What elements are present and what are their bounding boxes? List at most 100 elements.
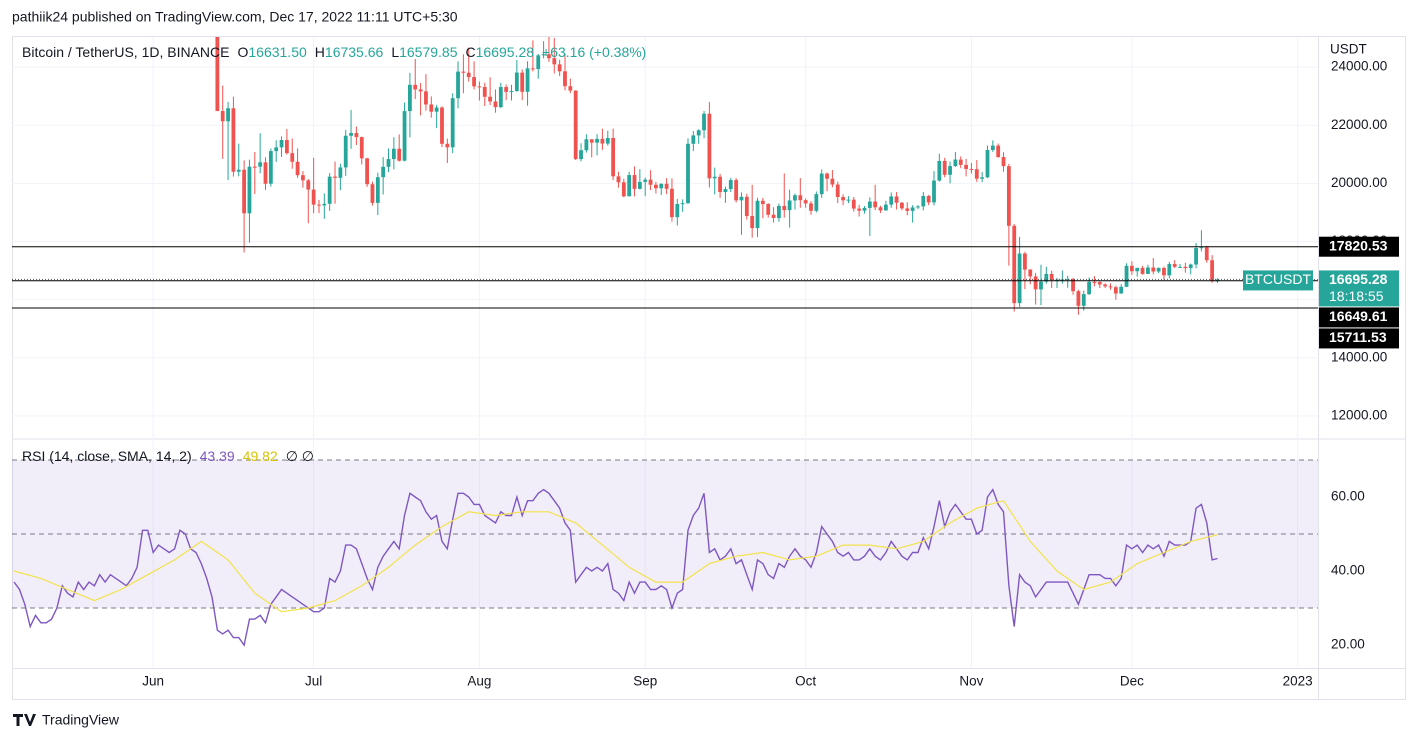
candle-body [964, 164, 968, 169]
candle-body [686, 143, 690, 204]
candle-body [568, 86, 573, 91]
candle-body [648, 179, 653, 185]
sma-value: 49.82 [243, 448, 278, 464]
candle-body [996, 145, 1001, 158]
countdown: 18:18:55 [1329, 288, 1384, 304]
candle-body [1129, 265, 1134, 272]
price-line-label: 15711.53 [1329, 329, 1387, 345]
candle-body [557, 64, 562, 72]
candle-body [744, 196, 749, 217]
candle-body [391, 148, 396, 160]
candle-body [916, 206, 920, 208]
candle-body [349, 133, 353, 136]
candle-body [707, 113, 712, 179]
candle-body [1167, 264, 1172, 276]
rsi-extra: ∅ ∅ [286, 448, 314, 464]
candle-body [579, 150, 583, 160]
candle-body [407, 84, 412, 112]
candle-body [846, 199, 851, 201]
candle-body [712, 176, 717, 179]
candle-body [760, 200, 765, 205]
candle-body [263, 162, 268, 184]
candle-body [670, 188, 674, 218]
symbol-box [1243, 270, 1313, 291]
candle-body [718, 176, 722, 193]
legend-key: H [315, 44, 325, 60]
candle-body [327, 176, 332, 204]
candle-body [306, 180, 311, 190]
candle-body [696, 130, 701, 136]
candle-body [680, 203, 685, 205]
candle-body [889, 196, 894, 205]
candle-body [803, 200, 808, 204]
candle-body [1006, 166, 1011, 226]
candle-body [654, 184, 658, 189]
candle-body [1151, 267, 1156, 272]
candle-body [397, 148, 402, 161]
candle-body [1204, 247, 1209, 261]
candle-body [375, 177, 380, 203]
legend-key: L [391, 44, 399, 60]
candle-body [236, 169, 241, 172]
candle-body [311, 189, 316, 205]
candle-body [424, 91, 428, 105]
candle-body [766, 204, 771, 215]
candle-body [937, 160, 942, 181]
candle-body [1124, 265, 1129, 287]
candle-body [632, 175, 637, 189]
candle-body [482, 87, 487, 97]
candle-body [691, 135, 696, 144]
candle-body [1140, 267, 1145, 274]
candle-body [1023, 253, 1027, 270]
candle-body [279, 140, 284, 148]
candle-body [921, 195, 926, 207]
candle-body [958, 159, 963, 165]
candle-body [589, 139, 594, 143]
x-tick-label: Jun [142, 674, 164, 689]
price-line-box [1319, 328, 1399, 349]
candle-body [793, 195, 797, 201]
candle-body [873, 201, 878, 208]
candle-body [1210, 260, 1215, 282]
symbol: Bitcoin / TetherUS, 1D, BINANCE [22, 44, 229, 60]
candle-body [910, 207, 915, 211]
candle-body [948, 166, 952, 175]
candle-body [450, 98, 455, 148]
candle-body [616, 176, 621, 183]
candle-body [274, 147, 279, 152]
candle-body [1044, 273, 1049, 282]
candle-body [926, 195, 931, 203]
candle-body [739, 196, 744, 201]
currency: USDT [1330, 42, 1367, 57]
candle-body [231, 108, 236, 172]
legend: Bitcoin / TetherUS, 1D, BINANCE O16631.50… [22, 44, 646, 60]
candle-body [573, 90, 578, 160]
candle-body [531, 68, 535, 70]
candle-body [728, 180, 733, 190]
y-tick-label: 14000.00 [1331, 349, 1387, 364]
candle-body [359, 137, 364, 159]
candle-body [290, 153, 295, 162]
candle-body [226, 108, 230, 122]
frame [12, 36, 1406, 700]
candle-body [900, 202, 904, 209]
candle-body [402, 111, 407, 161]
footer: TradingView [42, 712, 120, 728]
candle-body [1012, 225, 1017, 304]
candle-body [600, 138, 605, 144]
legend-value: 16735.66 [325, 44, 384, 60]
candle-body [894, 196, 899, 203]
candle-body [247, 166, 252, 214]
candle-body [493, 101, 498, 108]
candle-body [627, 175, 632, 197]
candle-body [1113, 287, 1118, 294]
candle-body [1119, 286, 1124, 294]
candle-body [1087, 281, 1092, 295]
last-price-label: 16695.28 [1329, 271, 1388, 287]
candle-body [932, 180, 936, 203]
candle-body [381, 166, 386, 178]
symbol-label: BTCUSDT [1245, 271, 1312, 287]
candle-body [258, 162, 263, 167]
candle-body [675, 203, 680, 218]
